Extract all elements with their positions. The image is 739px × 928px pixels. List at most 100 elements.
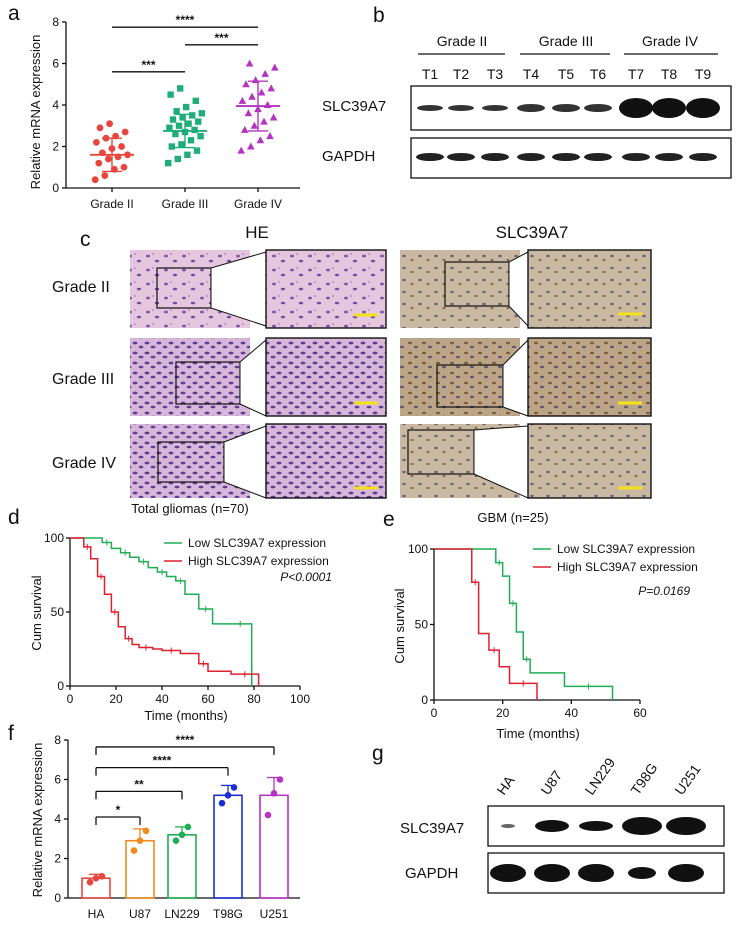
panel-f-x-tick-label: HA	[88, 907, 105, 921]
panel-f-y-tick-label: 4	[54, 812, 61, 826]
panel-letter-d: d	[8, 506, 20, 529]
panel-a-point	[198, 110, 205, 117]
panel-letter-b: b	[373, 4, 385, 27]
panel-b-gapdh-band	[447, 153, 475, 161]
panel-a-point	[166, 124, 173, 132]
panel-b-slc39a7-band	[448, 105, 474, 111]
panel-e-kaplan-meier: GBM (n=25) Cum survival Time (months) 0 2…	[392, 510, 698, 741]
panel-g-lane-label: HA	[493, 772, 518, 798]
panel-f-point	[86, 878, 94, 886]
panel-a-point	[250, 121, 259, 129]
panel-f-point	[92, 874, 100, 882]
panel-d-legend-label: Low SLC39A7 expression	[188, 536, 326, 550]
panel-b-gapdh-band	[517, 153, 545, 161]
panel-a-y-tick-label: 8	[52, 15, 59, 29]
panel-f-signif-label: ****	[153, 754, 172, 768]
panel-d-y-tick-label: 50	[51, 605, 65, 619]
panel-b-gapdh-band	[416, 153, 444, 161]
panel-b-group-label: Grade II	[437, 33, 488, 49]
panel-f-y-tick-label: 6	[54, 773, 61, 787]
panel-b-slc39a7-band	[584, 104, 612, 112]
panel-b-slc39a7-band	[517, 104, 545, 112]
panel-f-point	[130, 847, 138, 854]
panel-a-point	[192, 97, 199, 105]
panel-a-point	[96, 124, 104, 132]
panel-f-y-tick-label: 2	[54, 852, 61, 866]
panel-a-y-tick-label: 2	[52, 140, 59, 154]
panel-a-point	[106, 120, 113, 128]
panel-f-signif-label: *	[116, 803, 121, 817]
he-zoom-image-grade-iv	[265, 423, 387, 499]
panel-a-point	[271, 63, 279, 71]
panel-a-point	[179, 114, 186, 121]
panel-f-point	[264, 811, 272, 819]
panel-a-signif-label: ***	[141, 58, 155, 72]
panel-b-slc39a7-band	[619, 98, 653, 118]
panel-a-x-tick-label: Grade III	[162, 197, 209, 211]
ihc-image-grade-ii	[400, 250, 520, 328]
panel-b-lane-label: T5	[558, 66, 575, 82]
panel-a-point	[245, 59, 254, 67]
panel-f-bar	[125, 839, 155, 899]
panel-e-xlabel: Time (months)	[496, 726, 579, 741]
panel-b-lane-label: T2	[453, 66, 470, 82]
panel-f-point	[136, 837, 144, 845]
panel-d-curve-high	[70, 537, 260, 686]
panel-d-kaplan-meier: Total gliomas (n=70) Cum survival Time (…	[29, 501, 332, 723]
panel-a-point	[169, 116, 177, 123]
panel-a-y-tick-label: 0	[52, 181, 59, 195]
panel-f-x-tick-label: LN229	[164, 907, 200, 921]
panel-f-point	[98, 872, 106, 880]
panel-a-y-tick-label: 4	[52, 98, 59, 112]
panel-a-point	[263, 101, 272, 108]
panel-b-lane-label: T4	[523, 66, 540, 82]
panel-a-point	[191, 126, 198, 134]
panel-g-western-blot: HA U87 LN229 T98G U251 SLC39A7 GAPDH	[400, 755, 725, 894]
panel-f-point	[230, 784, 238, 791]
panel-e-x-tick-label: 0	[431, 706, 438, 720]
panel-d-y-tick-label: 100	[44, 531, 64, 545]
panel-f-y-tick-label: 8	[54, 733, 61, 747]
panel-f-bar	[213, 794, 243, 899]
panel-e-legend-label: High SLC39A7 expression	[557, 560, 698, 574]
panel-b-group-label: Grade IV	[642, 33, 699, 49]
panel-b-slc39a7-band	[482, 105, 508, 111]
panel-a-point	[247, 142, 255, 150]
panel-b-row-label-gapdh: GAPDH	[322, 148, 375, 165]
panel-f-bar-chart: Relative mRNA expression 0 2 4 6 8 HA U87 LN229…	[30, 733, 300, 921]
panel-c-row-grade-iii: Grade III	[52, 371, 114, 388]
panel-d-legend-label: High SLC39A7 expression	[188, 554, 329, 568]
panel-a-x-tick-label: Grade II	[90, 197, 133, 211]
panel-d-pvalue: P<0.0001	[280, 570, 332, 584]
panel-d-x-tick-label: 20	[109, 692, 123, 706]
panel-d-curve-low	[70, 537, 253, 686]
panel-a-point	[269, 113, 278, 121]
panel-d-title: Total gliomas (n=70)	[131, 501, 248, 516]
ihc-zoom-image-grade-ii	[527, 249, 652, 329]
panel-f-x-tick-label: T98G	[213, 907, 243, 921]
panel-b-slc39a7-band	[686, 98, 720, 118]
panel-letter-f: f	[8, 722, 14, 745]
panel-letter-c: c	[80, 228, 91, 251]
panel-f-point	[142, 827, 150, 835]
panel-a-point	[242, 80, 250, 88]
panel-a-point	[91, 176, 99, 184]
panel-b-lane-label: T3	[487, 66, 504, 82]
panel-a-point	[261, 69, 269, 77]
panel-d-x-tick-label: 80	[247, 692, 261, 706]
panel-a-point	[105, 155, 112, 163]
panel-c-row-grade-ii: Grade II	[52, 279, 110, 296]
panel-a-point	[121, 128, 129, 136]
panel-g-slc39a7-band	[501, 824, 515, 828]
panel-b-slc39a7-band	[552, 104, 580, 112]
panel-a-point	[237, 146, 245, 154]
panel-a-point	[177, 85, 184, 92]
panel-f-bar	[259, 794, 289, 899]
panel-g-lane-label: U251	[671, 761, 703, 798]
panel-f-point	[276, 776, 284, 783]
panel-g-lane-label: U87	[537, 767, 565, 797]
panel-f-x-tick-label: U251	[260, 907, 289, 921]
panel-a-point	[93, 138, 100, 146]
panel-b-lane-label: T7	[628, 66, 645, 82]
